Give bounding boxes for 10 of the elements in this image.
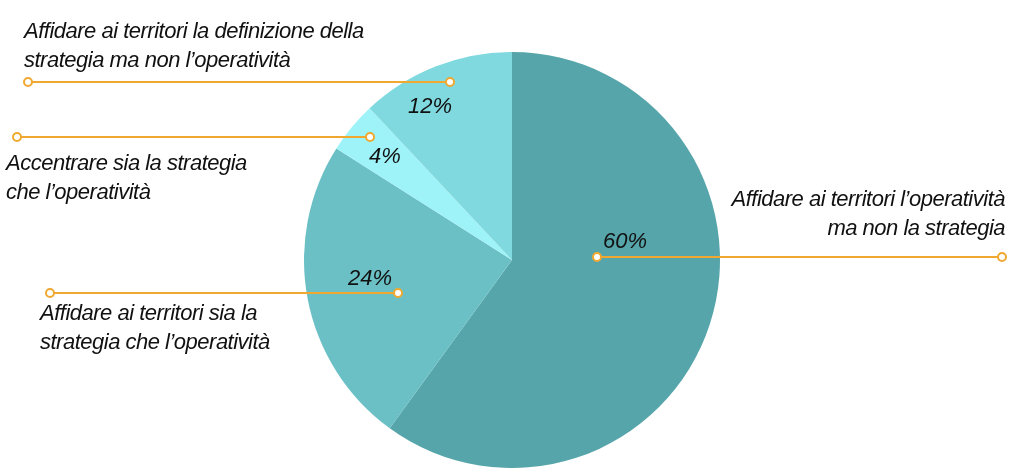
data-label: 60% <box>602 228 648 253</box>
data-label: 12% <box>407 93 453 118</box>
pie-slice <box>369 52 512 260</box>
data-label: 24% <box>346 265 393 290</box>
slice-label: Accentrare sia la strategia che l’operatività <box>6 149 248 206</box>
slice-label: Affidare ai territori sia la strategia che l’operatività <box>40 299 271 356</box>
slice-label: Affidare ai territori la definizione della strategia ma non l’operatività <box>24 17 365 74</box>
data-label: 4% <box>369 143 401 168</box>
pie-slice <box>304 148 512 429</box>
slice-label: Affidare ai territori l’operatività ma non la strategia <box>729 185 1005 242</box>
